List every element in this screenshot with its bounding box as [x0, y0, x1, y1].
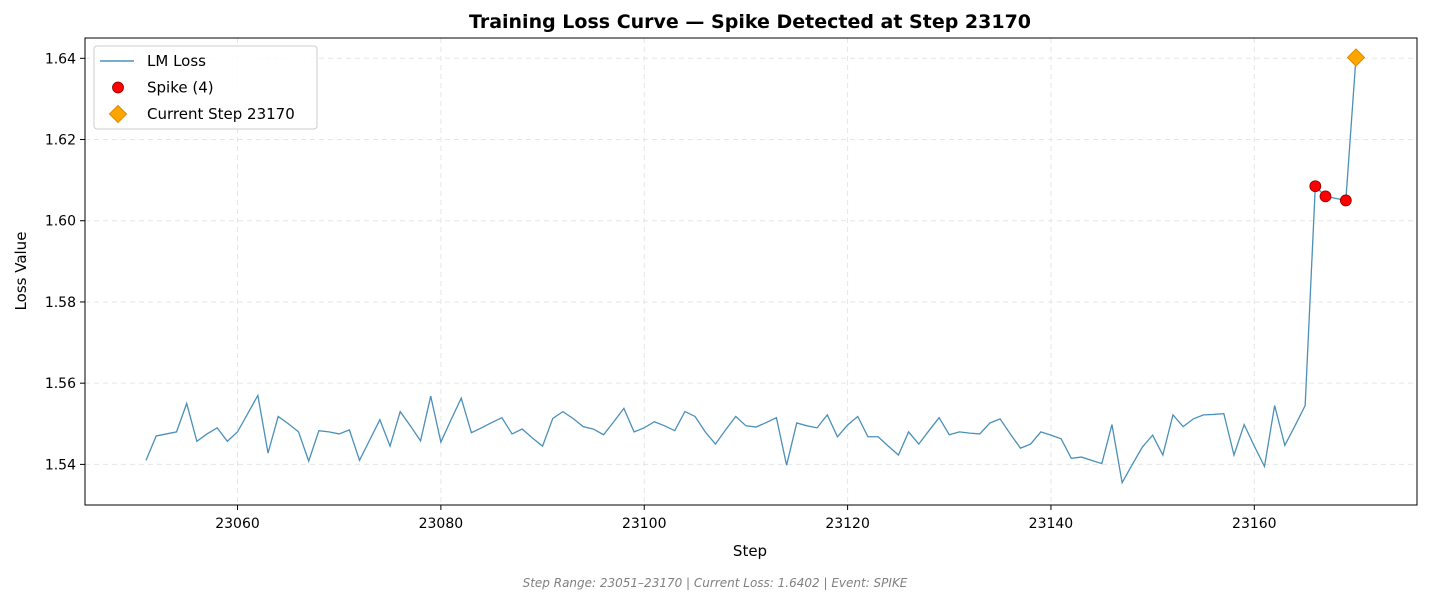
x-tick-label: 23060: [215, 516, 260, 532]
plot-area: [145, 48, 1366, 485]
legend-entry-label: Spike (4): [147, 79, 214, 97]
y-tick-label: 1.58: [45, 295, 76, 311]
legend-entry-label: Current Step 23170: [147, 105, 295, 123]
y-axis-label: Loss Value: [12, 232, 30, 311]
grid: [85, 38, 1417, 505]
plot-frame: [84, 37, 1418, 506]
legend-entry-label: LM Loss: [147, 52, 206, 70]
y-tick-label: 1.64: [45, 51, 76, 67]
legend-box: [93, 45, 318, 130]
footer-note: Step Range: 23051–23170 | Current Loss: …: [523, 576, 908, 590]
spike-point: [1339, 194, 1352, 207]
spike-point: [1309, 180, 1322, 193]
y-tick-label: 1.54: [45, 457, 76, 473]
legend-swatch-circle: [112, 81, 124, 94]
y-tick-label: 1.62: [45, 133, 76, 149]
series-line-lm-loss: [145, 57, 1357, 485]
y-tick-label: 1.60: [45, 214, 76, 230]
x-tick-label: 23120: [825, 516, 870, 532]
y-tick-label: 1.56: [45, 376, 76, 392]
x-axis-label: Step: [733, 542, 767, 560]
axes: 23060 23080 23100 23120 23140 23160 1.54 1.56 1.…: [45, 37, 1418, 532]
x-tick-label: 23080: [419, 516, 464, 532]
legend-swatch-diamond: [108, 104, 128, 124]
spike-point: [1319, 190, 1332, 203]
current-step-point: [1346, 48, 1366, 67]
legend: LM Loss Spike (4) Current Step 23170: [93, 45, 318, 130]
x-tick-label: 23160: [1232, 516, 1277, 532]
x-tick-label: 23140: [1029, 516, 1074, 532]
x-tick-label: 23100: [622, 516, 667, 532]
chart-title: Training Loss Curve — Spike Detected at …: [469, 11, 1031, 33]
